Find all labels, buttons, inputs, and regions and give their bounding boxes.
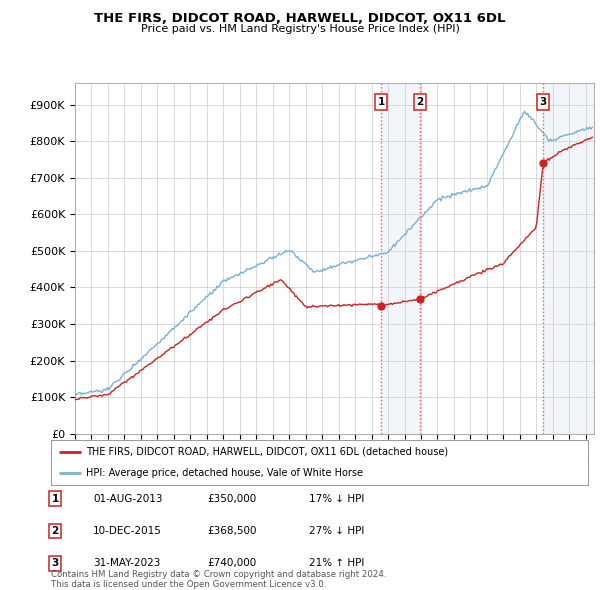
- Text: £350,000: £350,000: [207, 494, 256, 503]
- Text: 31-MAY-2023: 31-MAY-2023: [93, 559, 160, 568]
- Text: 21% ↑ HPI: 21% ↑ HPI: [309, 559, 364, 568]
- Text: Contains HM Land Registry data © Crown copyright and database right 2024.
This d: Contains HM Land Registry data © Crown c…: [51, 570, 386, 589]
- Text: £740,000: £740,000: [207, 559, 256, 568]
- Text: 1: 1: [377, 97, 385, 107]
- Text: 1: 1: [52, 494, 59, 503]
- Text: £368,500: £368,500: [207, 526, 257, 536]
- Text: 17% ↓ HPI: 17% ↓ HPI: [309, 494, 364, 503]
- Text: 27% ↓ HPI: 27% ↓ HPI: [309, 526, 364, 536]
- Bar: [381, 83, 420, 434]
- Text: 10-DEC-2015: 10-DEC-2015: [93, 526, 162, 536]
- Text: THE FIRS, DIDCOT ROAD, HARWELL, DIDCOT, OX11 6DL (detached house): THE FIRS, DIDCOT ROAD, HARWELL, DIDCOT, …: [86, 447, 448, 457]
- Text: Price paid vs. HM Land Registry's House Price Index (HPI): Price paid vs. HM Land Registry's House …: [140, 24, 460, 34]
- Text: 2: 2: [52, 526, 59, 536]
- Text: 2: 2: [416, 97, 424, 107]
- Text: 01-AUG-2013: 01-AUG-2013: [93, 494, 163, 503]
- Bar: [543, 83, 594, 434]
- Text: THE FIRS, DIDCOT ROAD, HARWELL, DIDCOT, OX11 6DL: THE FIRS, DIDCOT ROAD, HARWELL, DIDCOT, …: [94, 12, 506, 25]
- Text: HPI: Average price, detached house, Vale of White Horse: HPI: Average price, detached house, Vale…: [86, 468, 363, 478]
- Text: 3: 3: [539, 97, 547, 107]
- Text: 3: 3: [52, 559, 59, 568]
